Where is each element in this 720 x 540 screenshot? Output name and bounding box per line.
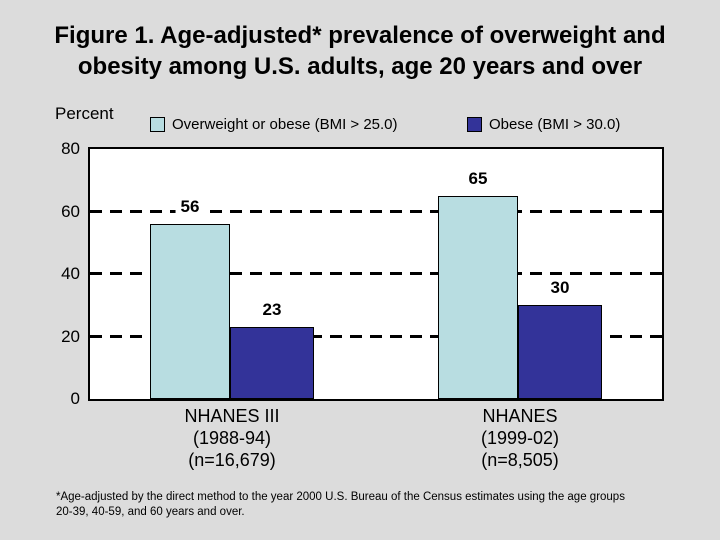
footnote-line-1: *Age-adjusted by the direct method to th… xyxy=(56,491,625,503)
gridline xyxy=(90,209,662,213)
bar-value-label: 56 xyxy=(175,197,205,217)
legend-label-overweight: Overweight or obese (BMI > 25.0) xyxy=(172,116,398,133)
bar-value-label: 23 xyxy=(257,300,287,320)
bar-value-label: 30 xyxy=(545,278,575,298)
footnote: *Age-adjusted by the direct method to th… xyxy=(56,490,696,519)
legend-item-obese: Obese (BMI > 30.0) xyxy=(467,116,620,133)
x-label-line: (1988-94) xyxy=(192,428,272,448)
bar xyxy=(438,196,518,399)
gridline xyxy=(90,334,662,338)
x-label-line: (n=16,679) xyxy=(188,450,276,470)
y-tick-label: 40 xyxy=(61,264,80,283)
bar-value-label: 65 xyxy=(463,169,493,189)
gridline xyxy=(90,272,662,275)
y-tick-label: 80 xyxy=(61,139,80,158)
legend: Overweight or obese (BMI > 25.0) Obese (… xyxy=(0,115,720,135)
plot-area: 56 65 23 30 xyxy=(88,147,664,401)
bar xyxy=(518,305,602,399)
legend-swatch-overweight xyxy=(150,117,165,132)
x-axis-label-nhanes3: NHANES III (1988-94) (n=16,679) xyxy=(132,405,332,471)
bar xyxy=(150,224,230,399)
title-line-2: obesity among U.S. adults, age 20 years … xyxy=(77,53,643,80)
x-label-line: NHANES III xyxy=(184,406,280,426)
x-label-line: NHANES xyxy=(482,406,558,426)
title-line-1: Figure 1. Age-adjusted* prevalence of ov… xyxy=(54,22,666,49)
legend-swatch-obese xyxy=(467,117,482,132)
bar xyxy=(230,327,314,399)
legend-label-obese: Obese (BMI > 30.0) xyxy=(489,116,621,133)
legend-item-overweight: Overweight or obese (BMI > 25.0) xyxy=(150,116,398,133)
footnote-line-2: 20-39, 40-59, and 60 years and over. xyxy=(56,505,245,518)
x-label-line: (1999-02) xyxy=(480,428,560,448)
x-axis-label-nhanes99: NHANES (1999-02) (n=8,505) xyxy=(420,405,620,471)
page-title: Figure 1. Age-adjusted* prevalence of ov… xyxy=(10,20,710,82)
x-label-line: (n=8,505) xyxy=(481,450,559,470)
y-tick-label: 20 xyxy=(61,326,80,346)
y-tick-label: 0 xyxy=(70,389,80,408)
y-axis-title: Percent xyxy=(55,104,114,123)
y-tick-label: 60 xyxy=(61,201,80,221)
